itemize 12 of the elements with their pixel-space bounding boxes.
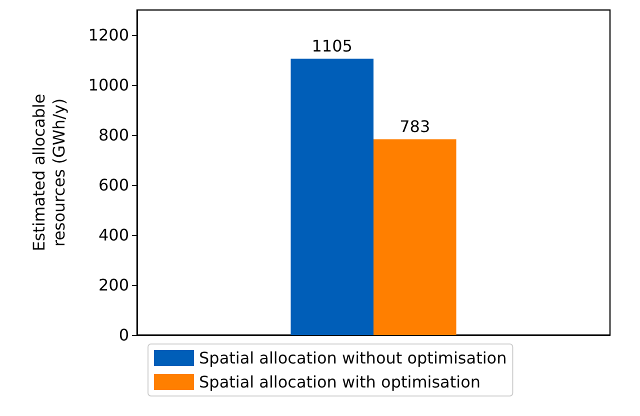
y-axis-title: Estimated allocable resources (GWh/y) (30, 94, 68, 252)
y-tick-label: 600 (98, 176, 129, 194)
legend-label: Spatial allocation without optimisation (199, 348, 507, 368)
y-tick-label: 800 (98, 126, 129, 144)
data-label: 1105 (312, 36, 352, 56)
legend-label: Spatial allocation with optimisation (199, 372, 481, 392)
data-label: 783 (400, 116, 430, 136)
y-tick-label: 0 (118, 326, 129, 344)
y-tick-label: 1200 (88, 26, 129, 44)
y-tick-label: 400 (98, 226, 129, 244)
y-tick-label: 1000 (88, 76, 129, 94)
y-tick-label: 200 (98, 276, 129, 294)
